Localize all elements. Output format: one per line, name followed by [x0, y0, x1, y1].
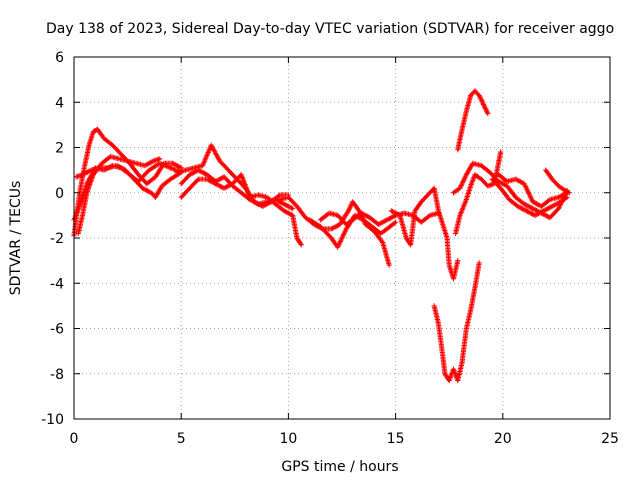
series-track [431, 260, 482, 384]
y-tick-label: 2 [55, 141, 64, 157]
y-tick-label: -4 [50, 276, 64, 292]
plus-markers [495, 172, 570, 209]
x-axis-label: GPS time / hours [281, 459, 398, 475]
plus-markers [277, 194, 392, 268]
series-track [455, 88, 491, 153]
x-tick-label: 20 [494, 431, 512, 447]
series-track [495, 172, 570, 209]
series-track [450, 160, 570, 221]
x-tick-label: 15 [387, 431, 405, 447]
series-track [277, 194, 392, 268]
axis-ticks: 0 5 10 15 20 25 -10 -8 -6 -4 -2 0 2 4 6 [41, 50, 619, 447]
plus-markers [73, 163, 184, 200]
x-tick-label: 25 [601, 431, 619, 447]
plus-markers [178, 172, 304, 248]
series-track [178, 167, 296, 212]
plus-markers [431, 260, 482, 384]
x-tick-label: 5 [177, 431, 186, 447]
plus-markers [388, 185, 461, 282]
series-track [543, 167, 572, 196]
y-tick-label: -6 [50, 322, 64, 338]
plus-markers [489, 176, 570, 218]
series-track [73, 163, 184, 200]
series-track [489, 176, 570, 218]
y-axis-label: SDTVAR / TECUs [8, 181, 24, 296]
y-tick-label: 4 [55, 95, 64, 111]
chart-title: Day 138 of 2023, Sidereal Day-to-day VTE… [46, 21, 614, 37]
y-tick-label: -2 [50, 231, 64, 247]
plus-markers [455, 88, 491, 153]
data-points [71, 88, 572, 384]
plus-markers [75, 154, 163, 237]
plus-markers [543, 167, 572, 196]
plus-markers [450, 160, 570, 221]
x-tick-label: 0 [70, 431, 79, 447]
x-tick-label: 10 [279, 431, 297, 447]
series-track [178, 172, 304, 248]
series-track [75, 154, 163, 237]
y-tick-label: -10 [41, 412, 64, 428]
y-tick-label: -8 [50, 367, 64, 383]
y-tick-label: 0 [55, 186, 64, 202]
series-track [388, 185, 461, 282]
plus-markers [178, 167, 296, 212]
y-tick-label: 6 [55, 50, 64, 66]
